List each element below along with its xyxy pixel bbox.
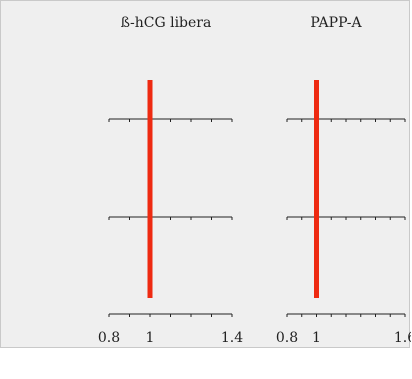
panel-title: ß-hCG libera	[121, 15, 212, 31]
panel-title: PAPP-A	[310, 15, 362, 31]
chart-frame: ß-hCG libera 0.8 1 1.4 PAPP-A 0.8 1 1.6	[0, 0, 411, 348]
panel-beta-hcg: ß-hCG libera 0.8 1 1.4	[98, 15, 243, 346]
forest-plot-svg: ß-hCG libera 0.8 1 1.4 PAPP-A 0.8 1 1.6	[98, 15, 411, 346]
panel-papp-a: PAPP-A 0.8 1 1.6	[276, 15, 411, 346]
tick-label: 1	[312, 330, 321, 346]
tick-label: 1.4	[221, 330, 243, 346]
tick-label: 1	[146, 330, 155, 346]
tick-label: 0.8	[98, 330, 120, 346]
tick-label: 0.8	[276, 330, 298, 346]
tick-label: 1.6	[394, 330, 411, 346]
